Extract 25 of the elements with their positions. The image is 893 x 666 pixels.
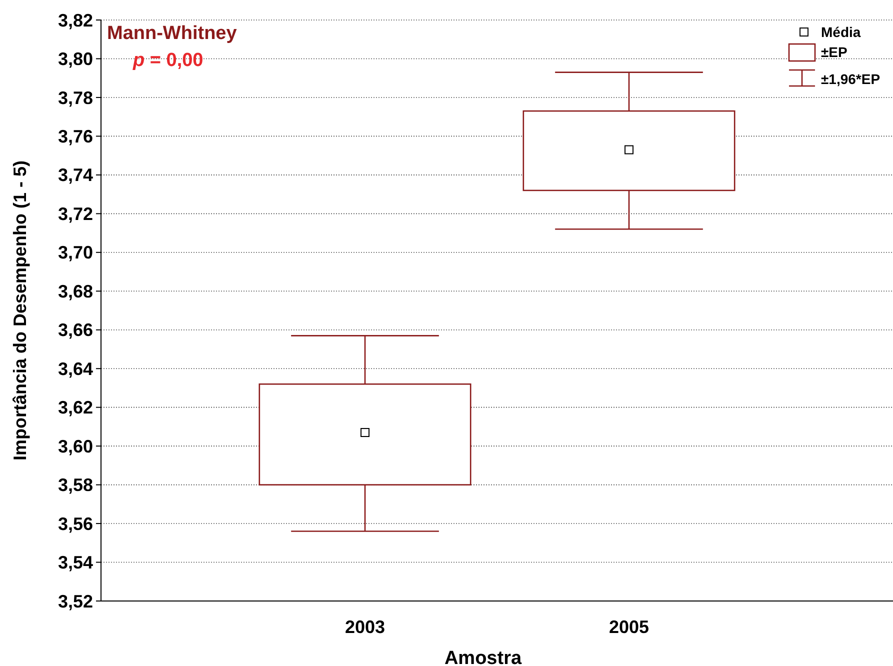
y-tick-label: 3,68 [58,281,93,302]
y-tick-label: 3,80 [58,49,93,70]
y-tick-label: 3,64 [58,358,93,379]
annotation: p = 0,00 [132,50,204,71]
x-tick-label: 2003 [344,617,386,637]
annotation: Mann-Whitney [107,23,238,44]
y-tick-label: 3,54 [58,552,93,573]
y-tick-label: 3,66 [58,320,93,340]
y-axis-title: Importância do Desempenho (1 - 5) [10,160,30,461]
y-tick-label: 3,58 [58,475,93,496]
x-axis-title: Amostra [444,648,522,666]
annotation: ±1,96*EP [821,70,880,87]
y-tick-label: 3,56 [58,514,93,534]
legend-label: ±EP [821,44,848,60]
y-tick-label: 3,78 [58,88,93,108]
y-tick-label: 3,70 [58,242,93,263]
legend-label: Média [821,24,861,40]
y-tick-label: 3,74 [58,165,93,186]
y-tick-label: 3,60 [58,436,93,456]
y-tick-label: 3,52 [58,591,93,612]
x-tick-label: 2005 [608,617,650,637]
y-tick-label: 3,76 [58,126,93,146]
y-tick-label: 3,62 [58,398,93,418]
y-tick-label: 3,72 [58,204,93,224]
y-tick-label: 3,82 [58,10,93,30]
